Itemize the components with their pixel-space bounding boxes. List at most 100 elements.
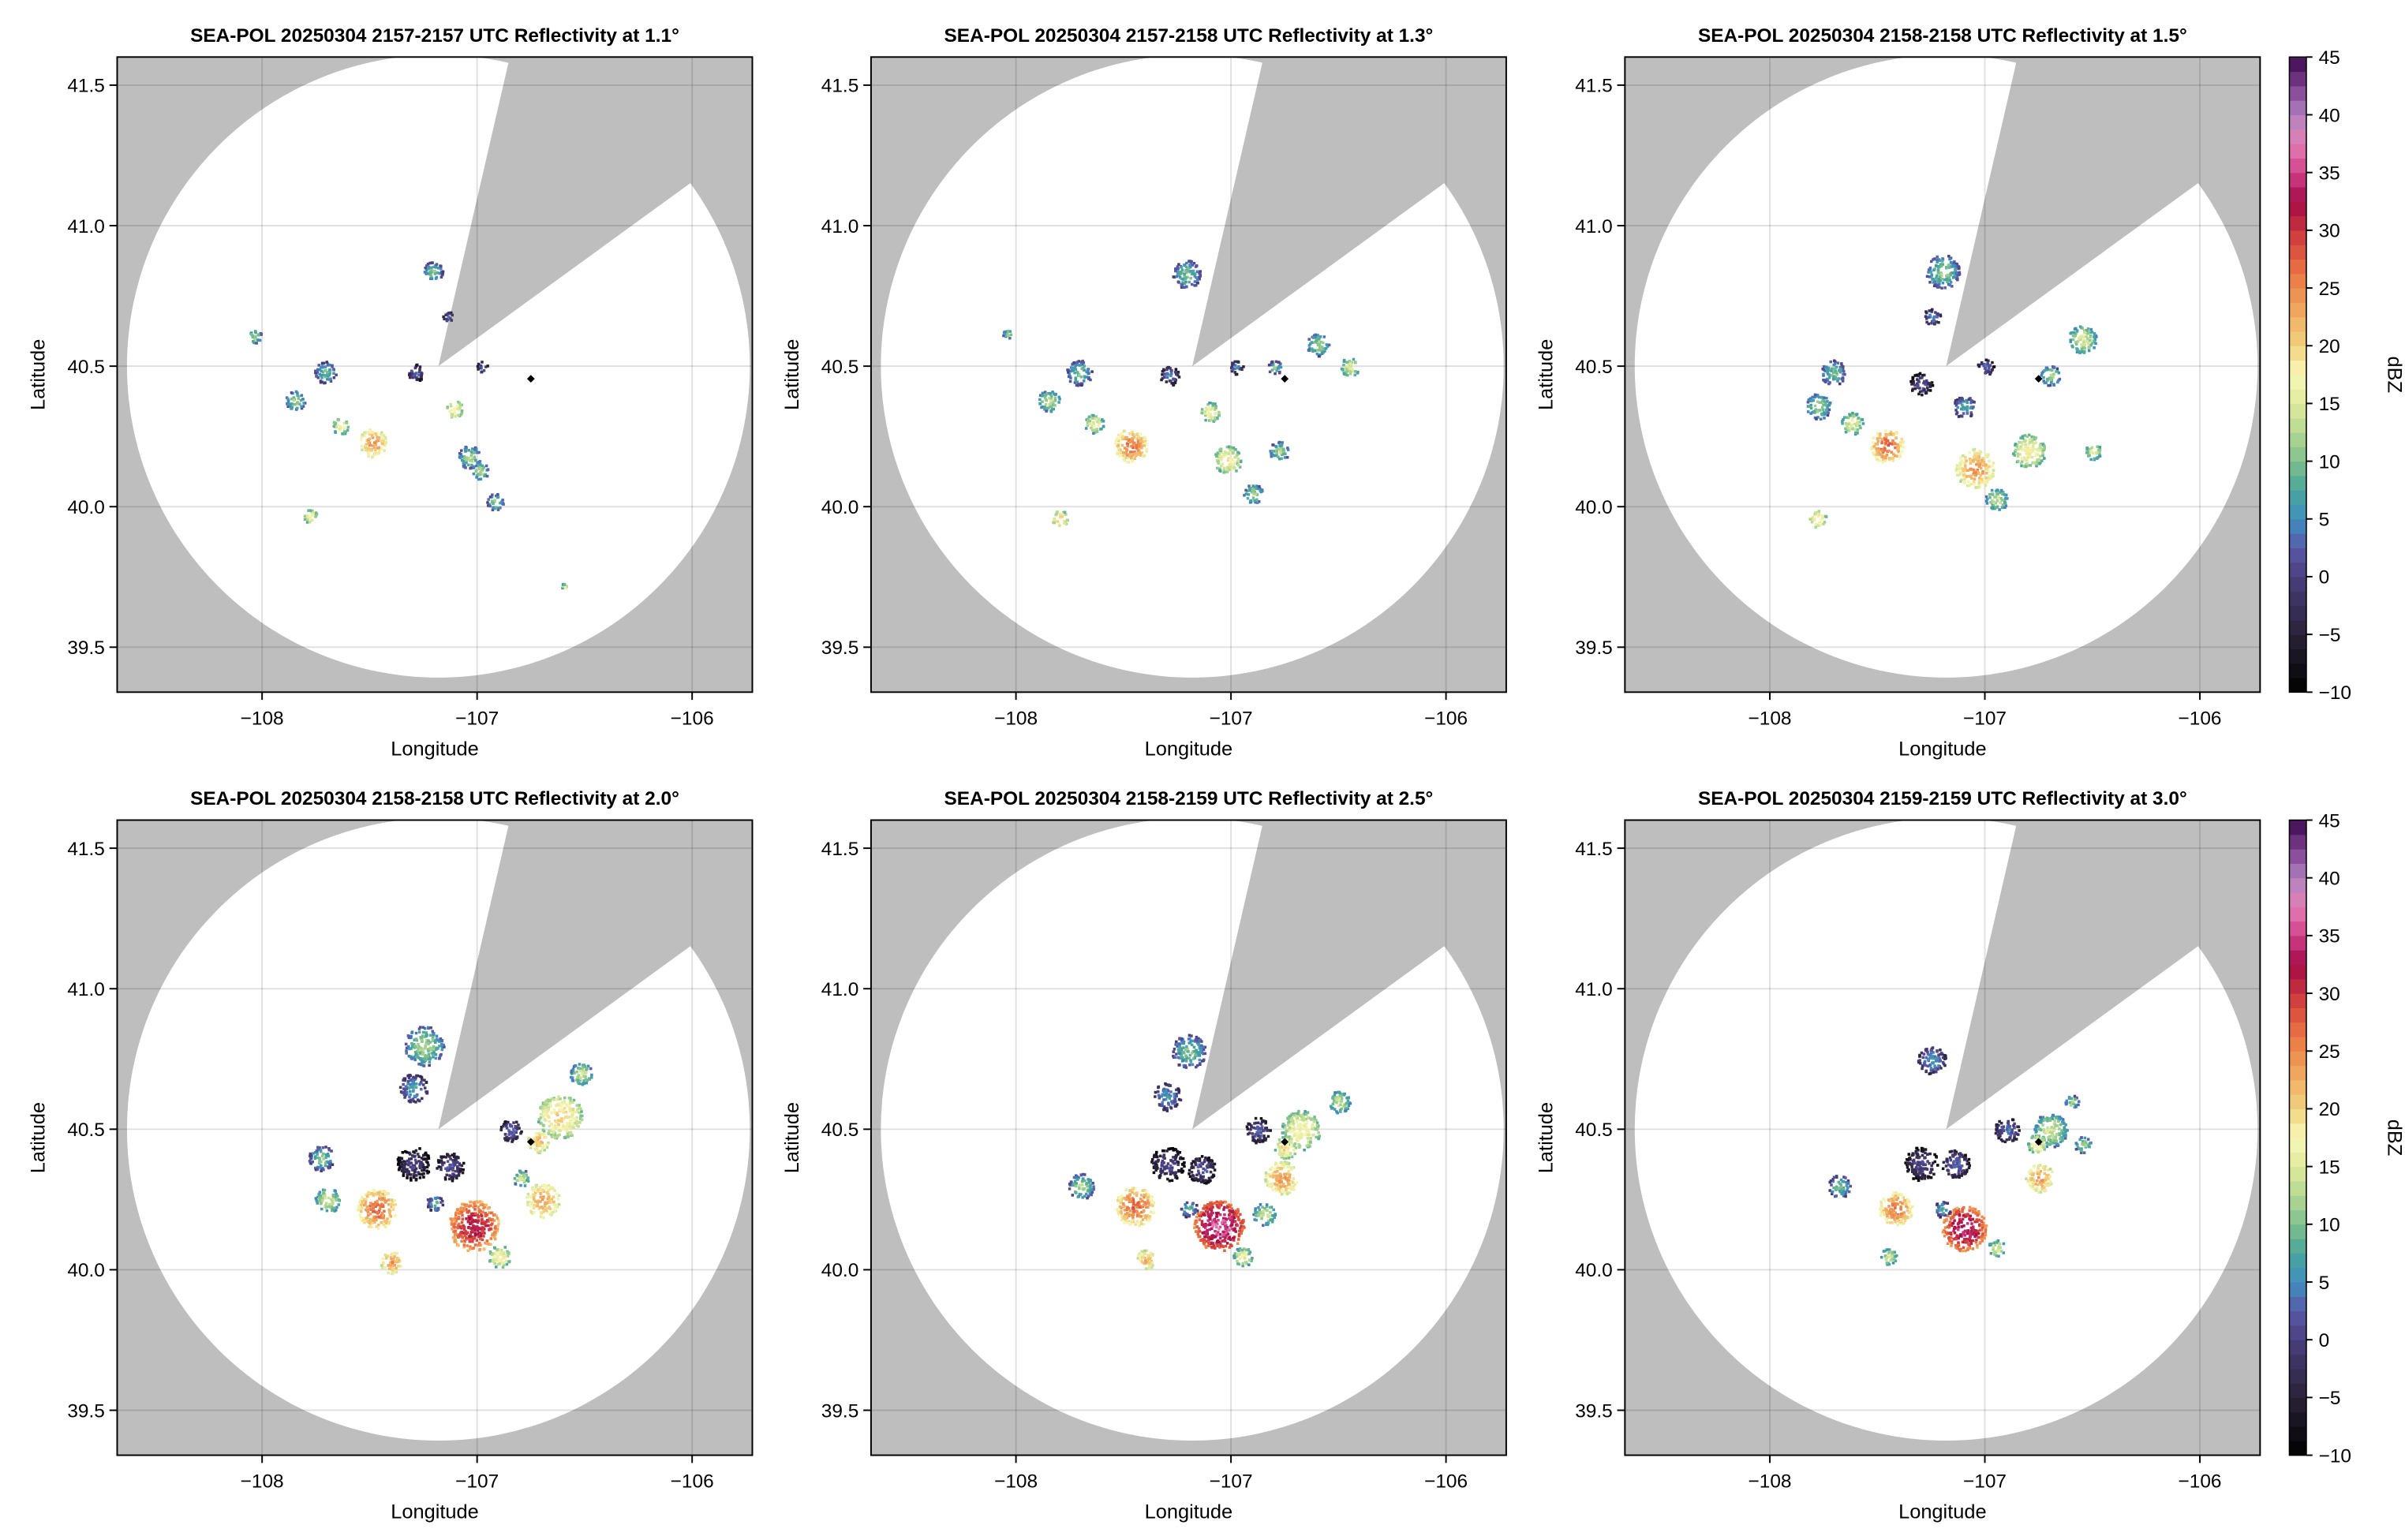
echo-pixel (2020, 464, 2023, 468)
echo-pixel (407, 1076, 411, 1080)
echo-pixel (422, 1057, 426, 1061)
echo-pixel (419, 1026, 422, 1029)
echo-pixel (460, 409, 464, 413)
echo-pixel (1139, 1215, 1143, 1218)
echo-pixel (550, 1135, 554, 1138)
echo-pixel (582, 1079, 585, 1082)
echo-pixel (1063, 510, 1067, 514)
echo-pixel (460, 1210, 464, 1214)
echo-pixel (1962, 473, 1966, 477)
echo-pixel (1838, 382, 1842, 386)
echo-pixel (1966, 475, 1969, 478)
echo-pixel (434, 266, 438, 269)
echo-pixel (1207, 1244, 1210, 1247)
echo-pixel (470, 1235, 473, 1239)
echo-pixel (1958, 473, 1962, 476)
echo-pixel (361, 1195, 364, 1199)
echo-pixel (309, 518, 313, 522)
echo-pixel (286, 398, 290, 401)
echo-pixel (1815, 417, 1818, 421)
echo-pixel (2071, 346, 2074, 349)
echo-pixel (1180, 271, 1184, 275)
echo-pixel (1217, 1228, 1221, 1231)
echo-pixel (446, 1160, 450, 1163)
echo-pixel (1078, 373, 1081, 377)
echo-pixel (413, 366, 417, 370)
echo-pixel (335, 1192, 338, 1196)
echo-pixel (497, 1222, 500, 1225)
echo-pixel (338, 428, 342, 432)
echo-pixel (1249, 487, 1253, 490)
echo-pixel (313, 1155, 317, 1158)
echo-pixel (1931, 278, 1934, 281)
echo-pixel (1971, 473, 1975, 476)
echo-pixel (1140, 444, 1143, 448)
echo-pixel (2085, 328, 2089, 332)
echo-pixel (1131, 430, 1134, 434)
echo-pixel (574, 1118, 577, 1122)
echo-pixel (1270, 452, 1273, 455)
echo-pixel (1053, 404, 1057, 407)
echo-pixel (1067, 371, 1070, 374)
echo-pixel (411, 1078, 415, 1082)
echo-pixel (2024, 449, 2027, 452)
echo-pixel (2011, 452, 2015, 456)
echo-pixel (558, 1102, 562, 1105)
echo-pixel (1214, 1220, 1217, 1224)
echo-pixel (1956, 473, 1960, 477)
echo-pixel (324, 1156, 327, 1160)
echo-pixel (2052, 383, 2055, 387)
echo-pixel (417, 1171, 420, 1174)
echo-pixel (1223, 1230, 1226, 1234)
y-tick-label: 40.5 (1575, 357, 1613, 378)
echo-pixel (454, 1216, 458, 1219)
echo-pixel (390, 1257, 393, 1261)
echo-pixel (543, 1208, 547, 1212)
echo-pixel (2070, 331, 2074, 335)
echo-pixel (417, 370, 421, 374)
echo-pixel (474, 1212, 477, 1215)
echo-pixel (1347, 363, 1350, 367)
echo-pixel (385, 1219, 388, 1223)
echo-pixel (473, 1243, 477, 1247)
echo-pixel (2089, 331, 2093, 335)
echo-pixel (514, 1182, 517, 1186)
echo-pixel (1069, 366, 1073, 369)
echo-pixel (1984, 370, 1988, 374)
echo-pixel (466, 1244, 469, 1247)
echo-pixel (1884, 435, 1888, 439)
echo-pixel (1248, 488, 1251, 492)
echo-pixel (1977, 481, 1981, 484)
echo-pixel (2097, 453, 2101, 456)
echo-pixel (570, 1127, 573, 1130)
echo-pixel (478, 473, 482, 477)
echo-pixel (395, 1251, 399, 1255)
echo-pixel (1222, 1217, 1225, 1220)
echo-pixel (1992, 462, 1995, 465)
echo-pixel (577, 1124, 580, 1128)
echo-pixel (428, 1205, 432, 1209)
echo-pixel (1087, 372, 1090, 376)
echo-pixel (381, 1192, 384, 1196)
echo-pixel (2072, 331, 2076, 335)
echo-pixel (553, 1131, 557, 1134)
echo-pixel (1085, 376, 1089, 379)
echo-pixel (1846, 424, 1849, 428)
echo-pixel (1966, 409, 1969, 413)
echo-pixel (1884, 433, 1887, 436)
echo-pixel (1900, 437, 1904, 441)
echo-pixel (410, 1168, 414, 1172)
echo-pixel (1964, 455, 1967, 459)
echo-pixel (1847, 428, 1851, 432)
echo-pixel (1820, 399, 1824, 403)
echo-pixel (1916, 378, 1919, 381)
echo-pixel (466, 458, 470, 462)
echo-pixel (402, 1091, 406, 1094)
echo-pixel (563, 585, 567, 589)
echo-pixel (1932, 278, 1936, 281)
echo-pixel (1084, 427, 1088, 430)
echo-pixel (1984, 364, 1988, 367)
echo-pixel (462, 1228, 466, 1232)
echo-pixel (324, 1194, 327, 1198)
echo-pixel (409, 1093, 412, 1097)
